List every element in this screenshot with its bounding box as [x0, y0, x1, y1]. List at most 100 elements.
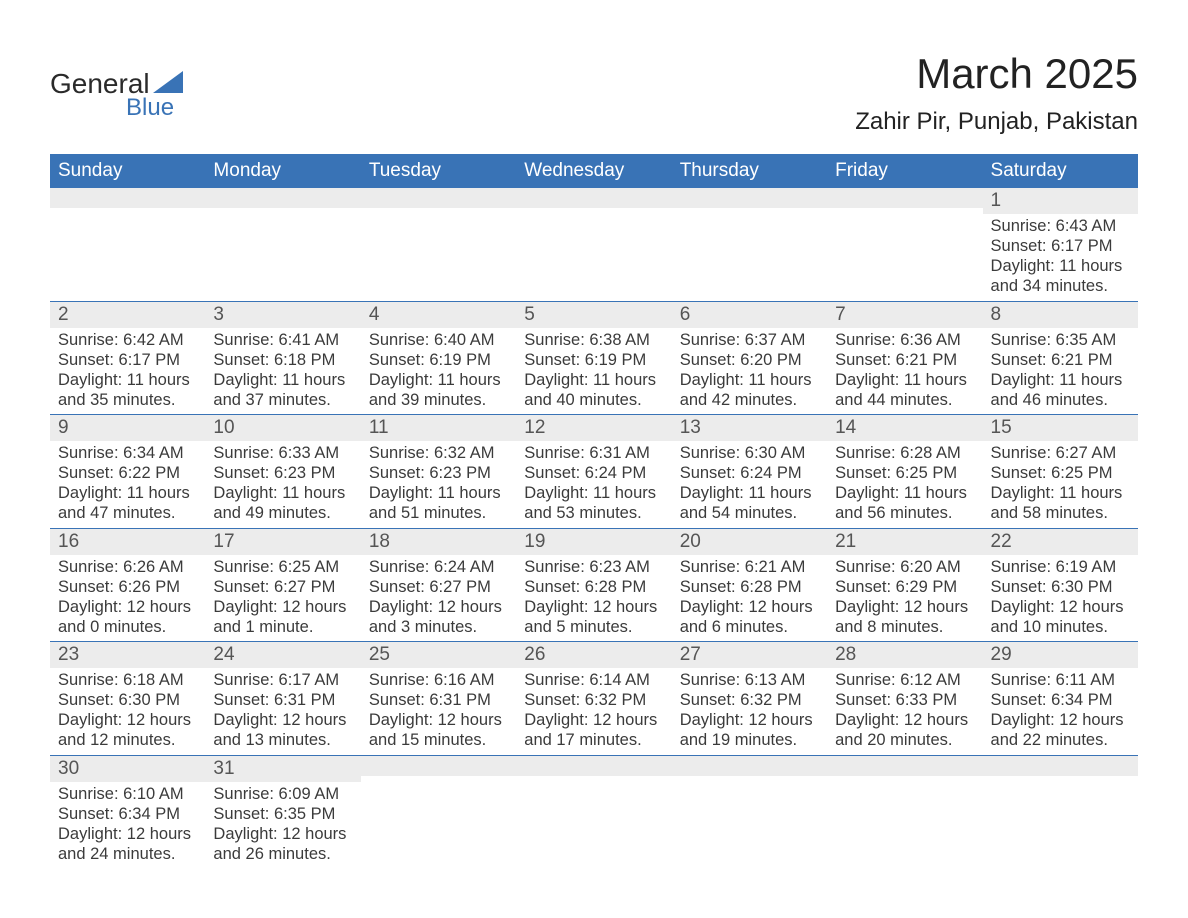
day-sunset: Sunset: 6:24 PM	[524, 463, 663, 483]
day-daylight1: Daylight: 11 hours	[991, 256, 1130, 276]
header: General Blue March 2025 Zahir Pir, Punja…	[50, 50, 1138, 136]
day-sunrise: Sunrise: 6:37 AM	[680, 330, 819, 350]
day-sunrise: Sunrise: 6:27 AM	[991, 443, 1130, 463]
day-daylight2: and 3 minutes.	[369, 617, 508, 637]
day-sunset: Sunset: 6:21 PM	[991, 350, 1130, 370]
day-daylight1: Daylight: 11 hours	[835, 483, 974, 503]
day-sunset: Sunset: 6:34 PM	[991, 690, 1130, 710]
calendar-cell	[516, 755, 671, 868]
calendar-week-row: 2Sunrise: 6:42 AMSunset: 6:17 PMDaylight…	[50, 301, 1138, 415]
day-content: Sunrise: 6:16 AMSunset: 6:31 PMDaylight:…	[361, 668, 516, 755]
day-content: Sunrise: 6:33 AMSunset: 6:23 PMDaylight:…	[205, 441, 360, 528]
day-number	[827, 756, 982, 776]
day-number: 28	[827, 642, 982, 668]
day-daylight2: and 13 minutes.	[213, 730, 352, 750]
day-sunset: Sunset: 6:30 PM	[58, 690, 197, 710]
day-number: 15	[983, 415, 1138, 441]
day-content: Sunrise: 6:20 AMSunset: 6:29 PMDaylight:…	[827, 555, 982, 642]
calendar-cell: 8Sunrise: 6:35 AMSunset: 6:21 PMDaylight…	[983, 301, 1138, 415]
calendar-cell: 19Sunrise: 6:23 AMSunset: 6:28 PMDayligh…	[516, 528, 671, 642]
calendar-cell: 22Sunrise: 6:19 AMSunset: 6:30 PMDayligh…	[983, 528, 1138, 642]
day-daylight2: and 58 minutes.	[991, 503, 1130, 523]
day-number: 19	[516, 529, 671, 555]
day-content	[672, 208, 827, 228]
day-sunset: Sunset: 6:27 PM	[213, 577, 352, 597]
calendar-cell	[983, 755, 1138, 868]
day-sunrise: Sunrise: 6:17 AM	[213, 670, 352, 690]
day-sunrise: Sunrise: 6:36 AM	[835, 330, 974, 350]
day-sunset: Sunset: 6:31 PM	[369, 690, 508, 710]
day-number	[516, 188, 671, 208]
day-number: 29	[983, 642, 1138, 668]
day-number	[516, 756, 671, 776]
day-daylight1: Daylight: 12 hours	[680, 710, 819, 730]
day-sunrise: Sunrise: 6:42 AM	[58, 330, 197, 350]
day-sunset: Sunset: 6:24 PM	[680, 463, 819, 483]
day-number: 31	[205, 756, 360, 782]
day-daylight2: and 39 minutes.	[369, 390, 508, 410]
day-daylight1: Daylight: 11 hours	[991, 370, 1130, 390]
day-daylight2: and 8 minutes.	[835, 617, 974, 637]
calendar-week-row: 9Sunrise: 6:34 AMSunset: 6:22 PMDaylight…	[50, 415, 1138, 529]
day-sunrise: Sunrise: 6:20 AM	[835, 557, 974, 577]
day-content	[672, 776, 827, 796]
day-sunset: Sunset: 6:32 PM	[524, 690, 663, 710]
day-number	[205, 188, 360, 208]
day-sunrise: Sunrise: 6:32 AM	[369, 443, 508, 463]
day-daylight1: Daylight: 12 hours	[213, 824, 352, 844]
day-daylight2: and 47 minutes.	[58, 503, 197, 523]
calendar-cell: 20Sunrise: 6:21 AMSunset: 6:28 PMDayligh…	[672, 528, 827, 642]
day-content	[361, 208, 516, 228]
day-content: Sunrise: 6:10 AMSunset: 6:34 PMDaylight:…	[50, 782, 205, 869]
day-daylight2: and 42 minutes.	[680, 390, 819, 410]
day-sunset: Sunset: 6:18 PM	[213, 350, 352, 370]
day-content: Sunrise: 6:34 AMSunset: 6:22 PMDaylight:…	[50, 441, 205, 528]
day-content	[983, 776, 1138, 796]
day-content: Sunrise: 6:42 AMSunset: 6:17 PMDaylight:…	[50, 328, 205, 415]
day-sunset: Sunset: 6:33 PM	[835, 690, 974, 710]
day-number	[672, 188, 827, 208]
day-number: 1	[983, 188, 1138, 214]
title-block: March 2025 Zahir Pir, Punjab, Pakistan	[855, 50, 1138, 136]
day-daylight1: Daylight: 11 hours	[58, 483, 197, 503]
day-number: 5	[516, 302, 671, 328]
day-sunset: Sunset: 6:26 PM	[58, 577, 197, 597]
day-content: Sunrise: 6:23 AMSunset: 6:28 PMDaylight:…	[516, 555, 671, 642]
day-sunrise: Sunrise: 6:40 AM	[369, 330, 508, 350]
calendar-cell: 30Sunrise: 6:10 AMSunset: 6:34 PMDayligh…	[50, 755, 205, 868]
day-sunrise: Sunrise: 6:30 AM	[680, 443, 819, 463]
day-number: 7	[827, 302, 982, 328]
day-daylight2: and 35 minutes.	[58, 390, 197, 410]
day-daylight2: and 19 minutes.	[680, 730, 819, 750]
page-subtitle: Zahir Pir, Punjab, Pakistan	[855, 108, 1138, 136]
calendar-cell	[516, 188, 671, 301]
day-daylight1: Daylight: 11 hours	[369, 370, 508, 390]
day-content: Sunrise: 6:41 AMSunset: 6:18 PMDaylight:…	[205, 328, 360, 415]
day-sunrise: Sunrise: 6:31 AM	[524, 443, 663, 463]
day-number: 4	[361, 302, 516, 328]
calendar-cell	[827, 188, 982, 301]
day-daylight2: and 56 minutes.	[835, 503, 974, 523]
day-sunrise: Sunrise: 6:26 AM	[58, 557, 197, 577]
calendar-cell: 23Sunrise: 6:18 AMSunset: 6:30 PMDayligh…	[50, 642, 205, 756]
day-header-sunday: Sunday	[50, 154, 205, 188]
day-number: 13	[672, 415, 827, 441]
day-sunrise: Sunrise: 6:38 AM	[524, 330, 663, 350]
calendar-cell: 28Sunrise: 6:12 AMSunset: 6:33 PMDayligh…	[827, 642, 982, 756]
day-daylight1: Daylight: 11 hours	[991, 483, 1130, 503]
day-number: 8	[983, 302, 1138, 328]
calendar-cell	[205, 188, 360, 301]
day-sunset: Sunset: 6:27 PM	[369, 577, 508, 597]
day-number: 17	[205, 529, 360, 555]
day-daylight2: and 15 minutes.	[369, 730, 508, 750]
calendar-cell	[672, 188, 827, 301]
calendar-cell: 11Sunrise: 6:32 AMSunset: 6:23 PMDayligh…	[361, 415, 516, 529]
day-content: Sunrise: 6:40 AMSunset: 6:19 PMDaylight:…	[361, 328, 516, 415]
day-number: 16	[50, 529, 205, 555]
calendar-cell: 21Sunrise: 6:20 AMSunset: 6:29 PMDayligh…	[827, 528, 982, 642]
calendar-cell: 16Sunrise: 6:26 AMSunset: 6:26 PMDayligh…	[50, 528, 205, 642]
day-content: Sunrise: 6:13 AMSunset: 6:32 PMDaylight:…	[672, 668, 827, 755]
day-daylight2: and 54 minutes.	[680, 503, 819, 523]
day-daylight1: Daylight: 12 hours	[369, 710, 508, 730]
calendar-cell: 2Sunrise: 6:42 AMSunset: 6:17 PMDaylight…	[50, 301, 205, 415]
